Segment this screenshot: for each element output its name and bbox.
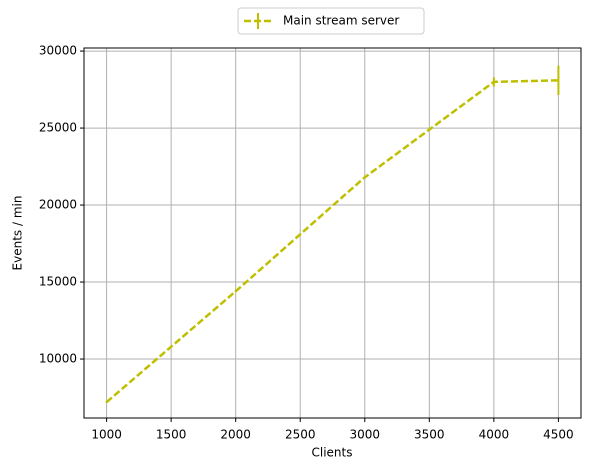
legend-label: Main stream server — [283, 14, 399, 28]
y-tick-label: 10000 — [39, 352, 77, 366]
y-tick-label: 30000 — [39, 44, 77, 58]
x-tick-label: 3500 — [414, 428, 445, 442]
x-tick-label: 2000 — [220, 428, 251, 442]
y-tick-label: 15000 — [39, 275, 77, 289]
data-line — [105, 79, 559, 404]
x-tick-label: 4000 — [479, 428, 510, 442]
x-tick-label: 2500 — [285, 428, 316, 442]
y-tick-label: 25000 — [39, 121, 77, 135]
x-tick-label: 3000 — [349, 428, 380, 442]
legend: Main stream server — [237, 7, 425, 35]
y-tick-label: 20000 — [39, 198, 77, 212]
plot-frame — [83, 47, 582, 419]
legend-box — [237, 7, 425, 35]
x-tick-label: 1000 — [91, 428, 122, 442]
x-axis-label: Clients — [312, 446, 353, 460]
x-tick-label: 1500 — [156, 428, 187, 442]
y-axis-label: Events / min — [11, 196, 25, 271]
x-tick-label: 4500 — [543, 428, 574, 442]
